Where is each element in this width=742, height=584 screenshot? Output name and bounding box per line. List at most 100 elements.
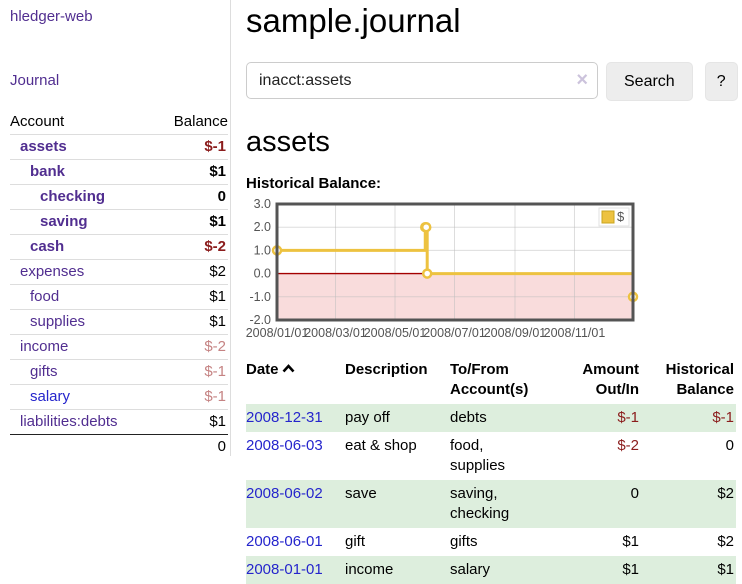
register-row: 2008-01-01 income salary $1 $1 bbox=[246, 556, 736, 584]
transaction-date-link[interactable]: 2008-06-01 bbox=[246, 533, 323, 550]
accounts-header-row: Account Balance bbox=[10, 110, 228, 135]
svg-text:2008/05/01: 2008/05/01 bbox=[364, 326, 427, 340]
account-row: cash $-2 bbox=[10, 234, 228, 260]
account-balance: 0 bbox=[154, 184, 228, 210]
account-balance: $2 bbox=[154, 259, 228, 285]
transaction-balance: $2 bbox=[717, 485, 734, 502]
account-link[interactable]: cash bbox=[30, 238, 65, 255]
account-row: salary $-1 bbox=[10, 384, 228, 410]
search-button[interactable]: Search bbox=[606, 62, 693, 101]
account-link[interactable]: bank bbox=[30, 163, 66, 180]
balance-chart-svg: $3.0 2.0 1.0 0.0 -1.0 -2.02008/01/012008/03/0… bbox=[246, 197, 639, 340]
register-col-balance: Historical Balance bbox=[665, 361, 734, 398]
account-row: liabilities:debts $1 bbox=[10, 409, 228, 435]
accounts-total-row: 0 bbox=[10, 434, 228, 459]
register-col-description: Description bbox=[345, 361, 428, 378]
svg-text:1.0: 1.0 bbox=[254, 243, 271, 257]
app-title-link[interactable]: hledger-web bbox=[10, 8, 93, 25]
transaction-accounts: salary bbox=[450, 561, 491, 578]
account-balance: $-1 bbox=[204, 138, 226, 155]
account-link[interactable]: liabilities:debts bbox=[20, 413, 118, 430]
transaction-amount: $1 bbox=[622, 561, 639, 578]
svg-text:-1.0: -1.0 bbox=[249, 290, 271, 304]
accounts-table: Account Balance assets $-1 bank $1 check… bbox=[10, 110, 228, 459]
svg-text:2008/03/01: 2008/03/01 bbox=[304, 326, 367, 340]
transaction-date-link[interactable]: 2008-01-01 bbox=[246, 561, 323, 578]
account-row: saving $1 bbox=[10, 209, 228, 235]
account-balance: $1 bbox=[154, 209, 228, 235]
account-link[interactable]: checking bbox=[40, 188, 106, 205]
account-balance: $-1 bbox=[154, 359, 228, 385]
register-col-date[interactable]: Date bbox=[246, 358, 345, 404]
transaction-balance: $2 bbox=[717, 533, 734, 550]
account-link[interactable]: food bbox=[30, 288, 60, 305]
chart-label: Historical Balance: bbox=[246, 175, 382, 192]
account-row: bank $1 bbox=[10, 159, 228, 185]
account-link[interactable]: expenses bbox=[20, 263, 85, 280]
account-balance: $1 bbox=[154, 284, 228, 310]
search-box: × bbox=[246, 62, 598, 101]
account-balance: $-2 bbox=[154, 334, 228, 360]
transaction-description: pay off bbox=[345, 409, 390, 426]
transaction-date-link[interactable]: 2008-06-02 bbox=[246, 485, 323, 502]
account-row: assets $-1 bbox=[10, 135, 228, 160]
transaction-amount: 0 bbox=[630, 485, 639, 502]
account-link[interactable]: salary bbox=[30, 388, 71, 405]
account-row: checking 0 bbox=[10, 184, 228, 210]
accounts-total: 0 bbox=[154, 434, 228, 459]
account-balance: $1 bbox=[154, 159, 228, 185]
register-row: 2008-12-31 pay off debts $-1 $-1 bbox=[246, 404, 736, 432]
transaction-amount: $-1 bbox=[617, 409, 639, 426]
svg-text:2008/11/01: 2008/11/01 bbox=[544, 326, 606, 340]
svg-text:2008/09/01: 2008/09/01 bbox=[484, 326, 547, 340]
account-link[interactable]: gifts bbox=[30, 363, 58, 380]
account-row: income $-2 bbox=[10, 334, 228, 360]
account-balance: $-2 bbox=[154, 234, 228, 260]
svg-text:3.0: 3.0 bbox=[254, 197, 271, 211]
account-row: expenses $2 bbox=[10, 259, 228, 285]
accounts-col-balance: Balance bbox=[154, 110, 228, 135]
account-balance: $1 bbox=[154, 309, 228, 335]
sort-ascending-icon bbox=[282, 364, 294, 373]
clear-search-icon[interactable]: × bbox=[576, 69, 588, 91]
transaction-description: save bbox=[345, 485, 377, 502]
transaction-amount: $-2 bbox=[617, 437, 639, 454]
transaction-accounts: food, supplies bbox=[450, 437, 506, 474]
account-row: gifts $-1 bbox=[10, 359, 228, 385]
svg-text:$: $ bbox=[617, 209, 625, 224]
svg-text:2.0: 2.0 bbox=[254, 220, 271, 234]
account-balance: $1 bbox=[154, 409, 228, 435]
nav-journal-link[interactable]: Journal bbox=[10, 72, 60, 89]
transaction-accounts: saving, checking bbox=[450, 485, 510, 522]
transaction-accounts: gifts bbox=[450, 533, 478, 550]
account-row: food $1 bbox=[10, 284, 228, 310]
register-row: 2008-06-02 save saving, checking 0 $2 bbox=[246, 480, 736, 528]
register-row: 2008-06-01 gift gifts $1 $2 bbox=[246, 528, 736, 556]
account-row: supplies $1 bbox=[10, 309, 228, 335]
register-col-tofrom: To/From Account(s) bbox=[450, 361, 529, 398]
transaction-description: eat & shop bbox=[345, 437, 417, 454]
help-button[interactable]: ? bbox=[704, 62, 738, 101]
transaction-description: income bbox=[345, 561, 394, 578]
transaction-accounts: debts bbox=[450, 409, 487, 426]
account-link[interactable]: assets bbox=[20, 138, 67, 155]
svg-text:2008/01/01: 2008/01/01 bbox=[246, 326, 309, 340]
svg-text:0.0: 0.0 bbox=[254, 267, 271, 281]
register-table: Date Description To/From Account(s) Amou… bbox=[246, 358, 736, 584]
transaction-balance: $1 bbox=[717, 561, 734, 578]
transaction-date-link[interactable]: 2008-12-31 bbox=[246, 409, 323, 426]
account-link[interactable]: supplies bbox=[30, 313, 86, 330]
svg-text:2008/07/01: 2008/07/01 bbox=[423, 326, 486, 340]
search-bar: × Search ? bbox=[246, 62, 742, 101]
svg-text:-2.0: -2.0 bbox=[249, 313, 271, 327]
register-header-row: Date Description To/From Account(s) Amou… bbox=[246, 358, 736, 404]
register-col-amount: Amount Out/In bbox=[582, 361, 639, 398]
sidebar: hledger-web Journal Account Balance asse… bbox=[0, 0, 231, 459]
account-balance: $-1 bbox=[154, 384, 228, 410]
account-link[interactable]: saving bbox=[40, 213, 88, 230]
search-input[interactable] bbox=[246, 62, 598, 99]
account-link[interactable]: income bbox=[20, 338, 69, 355]
transaction-date-link[interactable]: 2008-06-03 bbox=[246, 437, 323, 454]
transaction-balance: 0 bbox=[725, 437, 734, 454]
